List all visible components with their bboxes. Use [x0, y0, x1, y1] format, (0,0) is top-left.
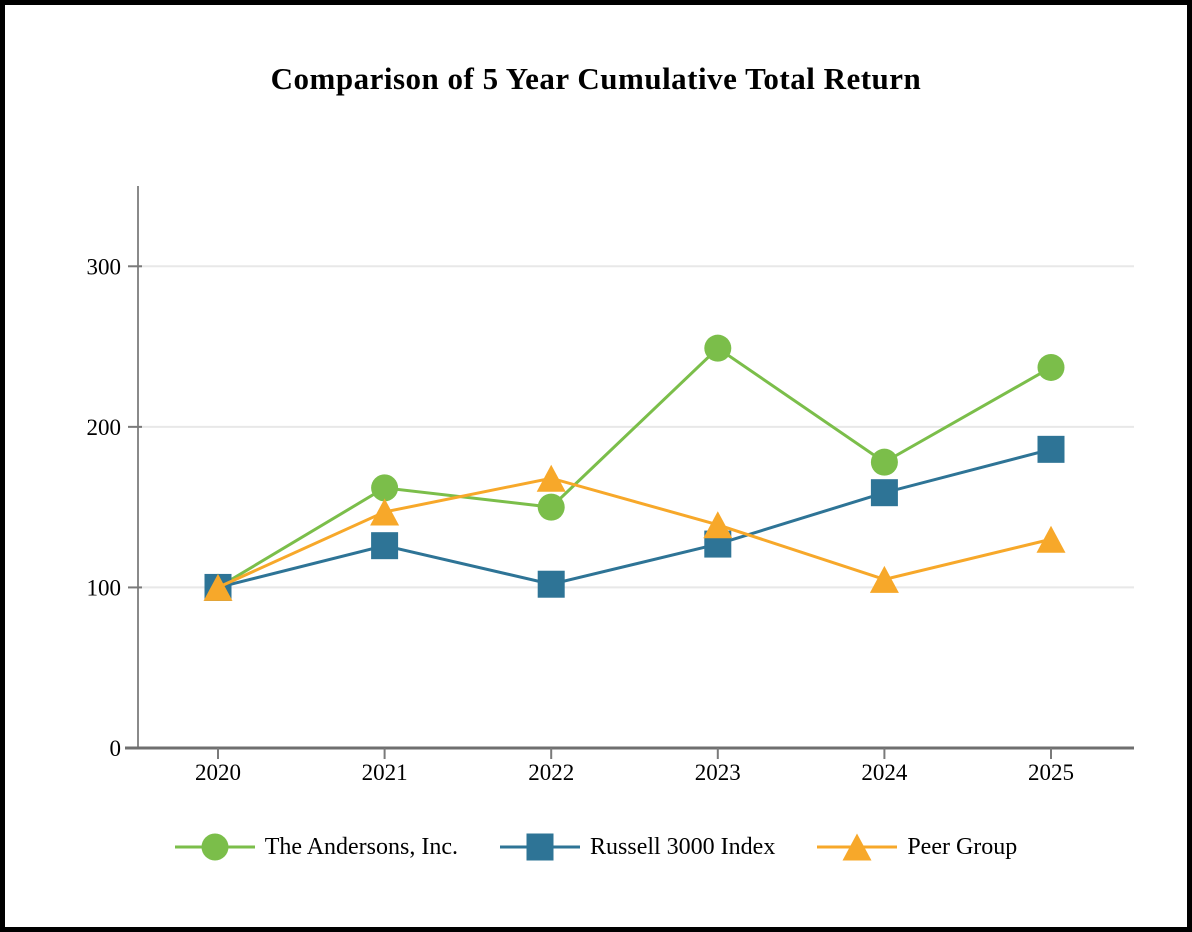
y-tick-label: 0	[110, 736, 122, 761]
triangle-marker	[703, 511, 733, 539]
y-tick-label: 200	[87, 415, 122, 440]
series-line	[217, 447, 1052, 589]
y-tick-label: 300	[87, 254, 122, 279]
x-tick-label: 2024	[861, 760, 908, 785]
circle-marker	[201, 833, 229, 861]
triangle-marker	[842, 833, 872, 861]
circle-marker	[704, 334, 732, 362]
x-tick-label: 2022	[528, 760, 574, 785]
circle-marker	[870, 448, 898, 476]
x-tick-label: 2023	[695, 760, 741, 785]
triangle-marker	[536, 464, 566, 492]
x-tick-label: 2021	[362, 760, 408, 785]
legend-item-andersons: The Andersons, Inc.	[174, 831, 458, 863]
square-marker	[1037, 435, 1065, 463]
legend-item-russell: Russell 3000 Index	[500, 831, 775, 863]
legend-item-peer-group: Peer Group	[817, 831, 1017, 863]
circle-marker	[537, 493, 565, 521]
legend-label-russell: Russell 3000 Index	[590, 833, 776, 860]
series-line	[217, 346, 1052, 589]
chart-legend: The Andersons, Inc. Russell 3000 Index P…	[5, 831, 1187, 863]
series-line	[217, 476, 1052, 589]
triangle-marker	[370, 498, 400, 526]
legend-circle-marker-icon	[174, 833, 255, 861]
legend-label-andersons: The Andersons, Inc.	[264, 833, 458, 860]
chart-plot-area: 0 100 200 300 2020 2021 2022 2023 2024 2025	[87, 186, 1134, 785]
y-tick-label: 100	[87, 575, 122, 600]
square-marker	[870, 479, 898, 507]
square-marker	[526, 833, 554, 861]
legend-triangle-marker-icon	[817, 833, 898, 861]
legend-square-marker-icon	[500, 833, 580, 861]
triangle-marker	[203, 573, 233, 601]
x-tick-label: 2025	[1028, 760, 1074, 785]
square-marker	[371, 532, 399, 560]
circle-marker	[1037, 353, 1065, 381]
square-marker	[537, 570, 565, 598]
x-tick-label: 2020	[195, 760, 241, 785]
triangle-marker	[869, 565, 899, 593]
circle-marker	[371, 474, 399, 502]
triangle-marker	[1036, 525, 1066, 553]
chart-title: Comparison of 5 Year Cumulative Total Re…	[270, 61, 922, 96]
legend-label-peer-group: Peer Group	[907, 833, 1018, 860]
